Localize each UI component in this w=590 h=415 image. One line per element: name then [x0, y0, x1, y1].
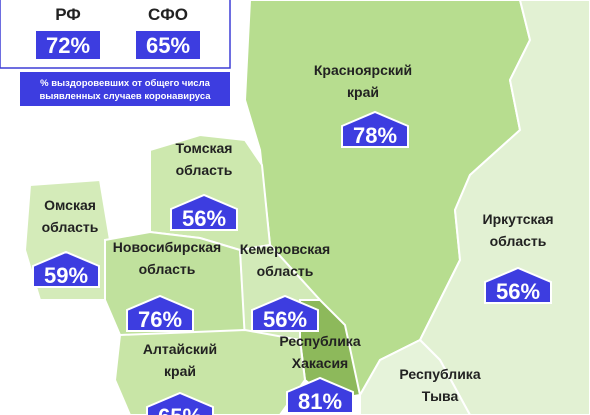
badge: [32, 250, 100, 288]
region-name: Кемеровская: [240, 241, 330, 257]
percent: 72%: [46, 33, 90, 58]
region-name: Новосибирская: [113, 239, 221, 255]
region-name: край: [164, 363, 196, 379]
badge: [286, 376, 354, 414]
summary-label: СФО: [148, 5, 188, 24]
region-name: Иркутская: [483, 211, 554, 227]
region-name: область: [42, 219, 99, 235]
region-name: область: [139, 261, 196, 277]
region-name: Омская: [44, 197, 96, 213]
region-name: Республика: [399, 366, 480, 382]
summary-badge: [136, 31, 200, 59]
region-name: область: [490, 233, 547, 249]
badge: [170, 193, 238, 231]
region-name: Республика: [279, 333, 360, 349]
region-name: область: [257, 263, 314, 279]
percent: 81%: [298, 389, 342, 414]
region-name: Томская: [176, 140, 233, 156]
percent: 56%: [263, 307, 307, 332]
region-name: Алтайский: [143, 341, 217, 357]
note-line: выявленных случаев коронавируса: [39, 91, 211, 102]
percent: 59%: [44, 263, 88, 288]
badge: [146, 391, 214, 415]
region-name: Тыва: [422, 388, 459, 404]
badge: [251, 294, 319, 332]
region-name: Красноярский: [314, 62, 412, 78]
badge: [484, 266, 552, 304]
region-name: область: [176, 162, 233, 178]
percent: 56%: [182, 206, 226, 231]
badge: [341, 110, 409, 148]
summary-badge: [36, 31, 100, 59]
region-name: край: [347, 84, 379, 100]
summary-label: РФ: [55, 5, 81, 24]
percent: 76%: [138, 307, 182, 332]
percent: 78%: [353, 123, 397, 148]
irkutsk-shape: [418, 0, 590, 415]
region-name: Хакасия: [292, 355, 348, 371]
note-box: [20, 72, 230, 106]
percent: 65%: [158, 404, 202, 415]
tyva-shape: [359, 338, 472, 415]
percent: 56%: [496, 279, 540, 304]
percent: 65%: [146, 33, 190, 58]
note-line: % выздоровевших от общего числа: [40, 78, 210, 89]
badge: [126, 294, 194, 332]
